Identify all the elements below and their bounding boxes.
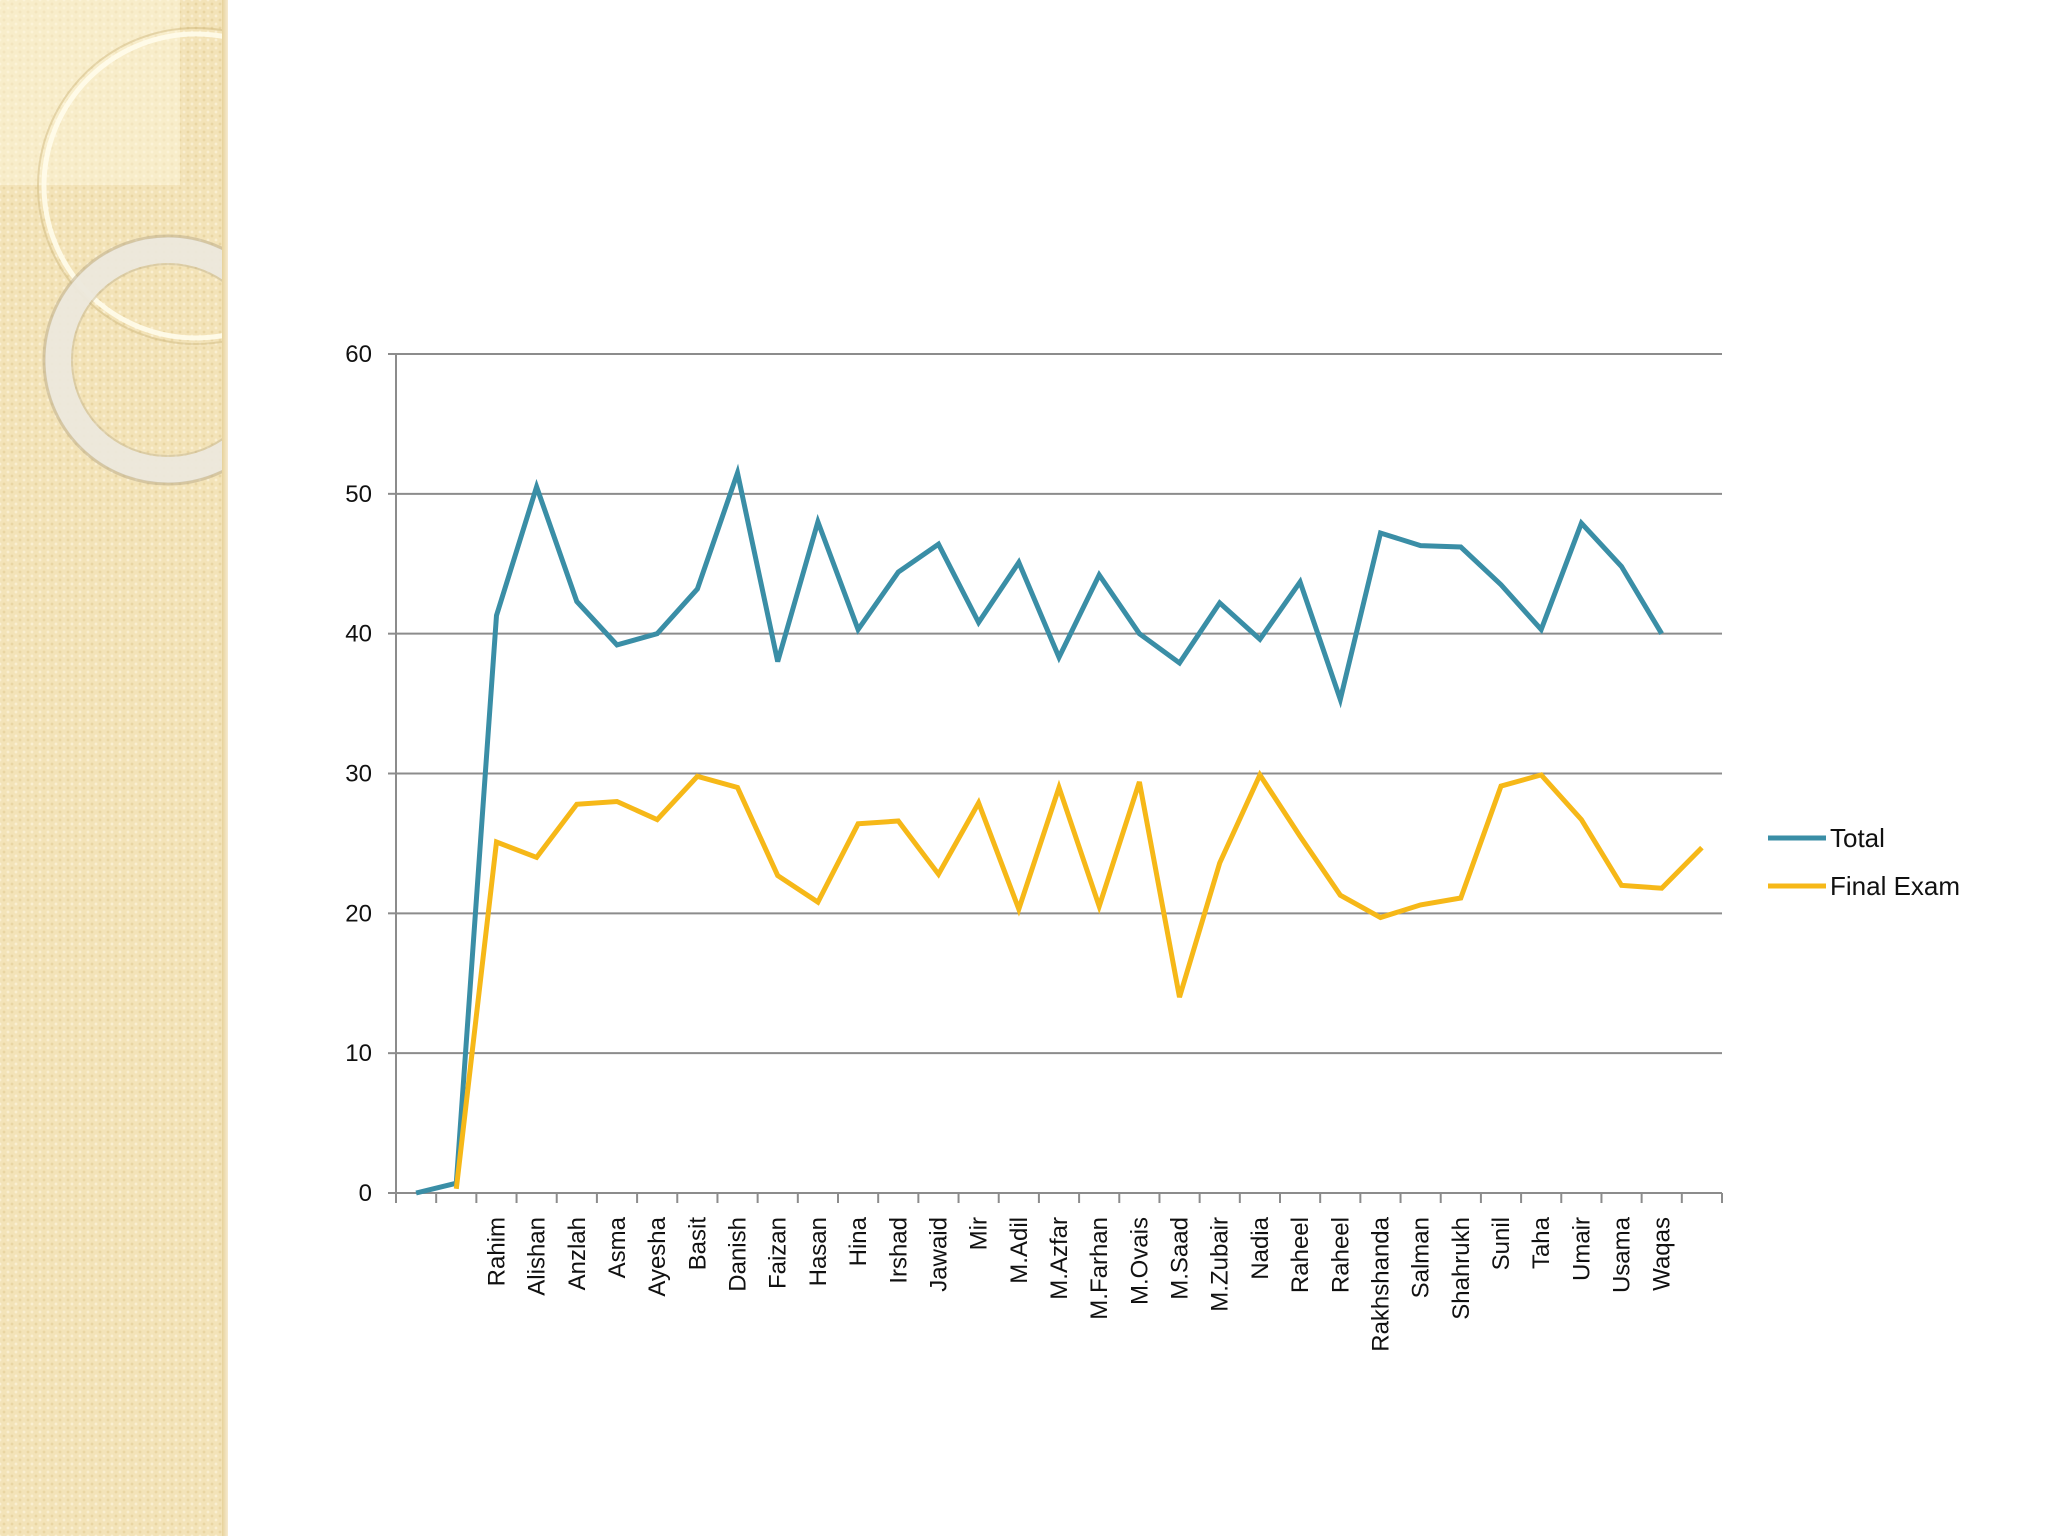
y-tick-label: 50 — [345, 481, 372, 508]
y-tick-label: 30 — [345, 761, 372, 788]
decorative-ring-small — [45, 237, 228, 483]
x-tick-label: M.Ovais — [1126, 1217, 1153, 1305]
x-tick-label: M.Farhan — [1086, 1217, 1113, 1320]
y-tick-label: 40 — [345, 621, 372, 648]
panel-edge — [222, 0, 228, 1536]
decorative-side-panel — [0, 0, 228, 1536]
y-tick-label: 60 — [345, 341, 372, 368]
x-tick-label: M.Adil — [1006, 1217, 1033, 1284]
x-tick-label: Umair — [1568, 1217, 1595, 1281]
x-tick-label: Jawaid — [925, 1217, 952, 1292]
x-tick-label: Anzlah — [564, 1217, 591, 1290]
x-tick-label: Rahim — [483, 1217, 510, 1286]
x-tick-label: Faizan — [765, 1217, 792, 1289]
decorative-ring-small-inner — [71, 263, 228, 457]
x-tick-label: Mir — [966, 1217, 993, 1250]
x-tick-label: M.Saad — [1167, 1217, 1194, 1300]
y-tick-label: 0 — [359, 1180, 372, 1207]
x-tick-label: Raheel — [1287, 1217, 1314, 1293]
x-tick-label: Danish — [725, 1217, 752, 1292]
decorative-ring-large-shadow — [37, 27, 228, 345]
x-axis-ticks: Rahim Alishan Anzlah Asma Ayesha Basit Danish F… — [395, 1193, 1723, 1352]
x-tick-label: Alishan — [524, 1217, 551, 1296]
x-tick-label: Nadia — [1247, 1216, 1274, 1279]
x-tick-label: Irshad — [885, 1217, 912, 1284]
series-lines — [415, 463, 1704, 1196]
gridlines — [396, 353, 1722, 1055]
x-tick-label: Basit — [684, 1217, 711, 1271]
decorative-ring-large — [41, 31, 228, 341]
x-tick-label: Hina — [845, 1216, 872, 1266]
x-tick-label: Usama — [1609, 1216, 1636, 1293]
x-tick-label: Rakhshanda — [1367, 1216, 1394, 1351]
decorative-pane — [0, 0, 180, 185]
legend-label: Final Exam — [1830, 871, 1960, 901]
x-tick-label: M.Zubair — [1207, 1217, 1234, 1312]
decorative-ring-small-outline — [42, 234, 228, 486]
series-line-final-exam — [453, 769, 1704, 1190]
x-tick-label: Waqas — [1649, 1217, 1676, 1291]
x-tick-label: Shahrukh — [1448, 1217, 1475, 1320]
y-axis-ticks: 0 10 20 30 40 50 60 — [345, 341, 396, 1207]
decorative-rings — [0, 0, 228, 486]
x-tick-label: M.Azfar — [1046, 1217, 1073, 1300]
x-tick-label: Raheel — [1327, 1217, 1354, 1293]
legend: Total Final Exam — [1768, 823, 1960, 901]
x-tick-label: Ayesha — [644, 1216, 671, 1296]
x-tick-label: Asma — [604, 1216, 631, 1278]
x-tick-label: Hasan — [805, 1217, 832, 1286]
legend-label: Total — [1830, 823, 1885, 853]
x-tick-label: Salman — [1408, 1217, 1435, 1298]
y-tick-label: 20 — [345, 900, 372, 927]
x-tick-label: Taha — [1528, 1216, 1555, 1269]
series-line-total — [415, 463, 1664, 1196]
x-tick-label: Sunil — [1488, 1217, 1515, 1270]
y-tick-label: 10 — [345, 1040, 372, 1067]
